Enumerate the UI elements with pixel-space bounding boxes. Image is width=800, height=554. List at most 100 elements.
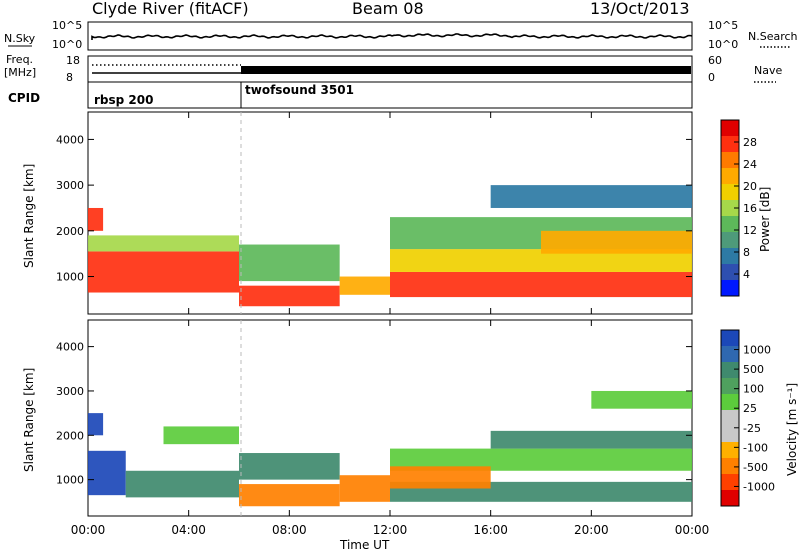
noise-right-tick-bottom: 10^0 (708, 38, 738, 51)
date-title: 13/Oct/2013 (590, 0, 690, 18)
velocity-colorbar-segment (721, 394, 739, 411)
velocity-ytick-label: 3000 (56, 385, 84, 398)
velocity-colorbar-tick-label: 25 (743, 402, 757, 415)
velocity-band (490, 430, 692, 449)
nsky-label: N.Sky (4, 32, 36, 45)
velocity-colorbar-tick-label: -500 (743, 461, 768, 474)
power-y-axis-label: Slant Range [km] (22, 164, 36, 268)
velocity-ytick-label: 4000 (56, 341, 84, 354)
cpid-label: CPID (8, 91, 40, 105)
velocity-colorbar-segment (721, 490, 739, 507)
velocity-ytick-label: 2000 (56, 429, 84, 442)
velocity-colorbar-segment (721, 378, 739, 395)
station-title: Clyde River (fitACF) (92, 0, 249, 18)
noise-left-tick-top: 10^5 (52, 19, 82, 32)
power-colorbar-segment (721, 152, 739, 169)
velocity-colorbar-segment (721, 330, 739, 347)
velocity-colorbar-tick-label: -100 (743, 441, 768, 454)
cpid-panel-frame (87, 81, 693, 109)
power-colorbar-segment (721, 264, 739, 281)
power-band (88, 235, 239, 252)
noise-sky-trace (91, 33, 693, 40)
velocity-band (390, 466, 491, 489)
power-colorbar-tick-label: 12 (743, 224, 757, 237)
nave-label: Nave (754, 64, 782, 77)
velocity-colorbar-tick-label: 1000 (743, 344, 771, 357)
power-colorbar-segment (721, 216, 739, 233)
cpid-segment-rbsp: rbsp 200 (94, 93, 153, 107)
velocity-band (88, 413, 104, 436)
velocity-colorbar-tick-label: -1000 (743, 480, 775, 493)
freq-left-tick-bottom: 8 (66, 71, 73, 84)
power-colorbar-segment (721, 184, 739, 201)
power-colorbar-segment (721, 136, 739, 153)
power-colorbar-segment (721, 232, 739, 249)
freq-trace-twofsound (241, 66, 691, 74)
power-band (88, 207, 104, 231)
power-heatmap (88, 185, 692, 307)
velocity-band (88, 450, 126, 496)
power-colorbar-tick-label: 28 (743, 136, 757, 149)
velocity-band (163, 426, 239, 445)
noise-left-tick-bottom: 10^0 (52, 38, 82, 51)
velocity-heatmap (88, 390, 692, 507)
velocity-colorbar-segment (721, 410, 739, 427)
power-colorbar-segment (721, 200, 739, 217)
freq-right-tick-bottom: 0 (708, 71, 715, 84)
velocity-band (591, 390, 692, 409)
beam-title: Beam 08 (352, 0, 424, 18)
power-band (339, 276, 390, 295)
freq-left-tick-top: 18 (66, 54, 80, 67)
time-x-axis: 00:00 04:00 08:00 12:00 16:00 20:00 00:00 (71, 112, 709, 537)
power-band (390, 271, 692, 298)
power-ytick-label: 3000 (56, 179, 84, 192)
velocity-colorbar-tick-label: -25 (743, 422, 761, 435)
noise-right-tick-top: 10^5 (708, 19, 738, 32)
power-band (490, 185, 692, 208)
x-axis-label: Time UT (339, 538, 390, 552)
x-tick-label: 20:00 (574, 523, 609, 537)
velocity-colorbar-segment (721, 458, 739, 475)
power-colorbar-tick-label: 4 (743, 268, 750, 281)
velocity-band (339, 475, 390, 502)
power-band (239, 285, 340, 307)
power-ytick-label: 4000 (56, 133, 84, 146)
power-colorbar-label: Power [dB] (758, 187, 772, 252)
velocity-colorbar-segment (721, 474, 739, 491)
power-colorbar-tick-label: 16 (743, 202, 757, 215)
x-tick-label: 16:00 (473, 523, 508, 537)
velocity-band (239, 484, 340, 507)
power-ytick-label: 1000 (56, 271, 84, 284)
cpid-segment-twofsound: twofsound 3501 (245, 83, 354, 97)
velocity-band (390, 448, 692, 471)
velocity-colorbar-tick-label: 500 (743, 363, 764, 376)
x-tick-label: 12:00 (373, 523, 408, 537)
velocity-ytick-label: 1000 (56, 474, 84, 487)
power-y-axis: 1000 2000 3000 4000 (56, 133, 692, 284)
power-colorbar-segment (721, 280, 739, 297)
power-colorbar-tick-label: 20 (743, 180, 757, 193)
velocity-band (125, 470, 239, 498)
x-tick-label: 04:00 (171, 523, 206, 537)
x-tick-label: 08:00 (272, 523, 307, 537)
velocity-colorbar-frame (720, 329, 740, 507)
velocity-colorbar-segment (721, 362, 739, 379)
velocity-colorbar-label: Velocity [m s⁻¹] (785, 383, 799, 476)
power-band (541, 230, 692, 254)
velocity-colorbar-segment (721, 442, 739, 459)
velocity-colorbar-tick-label: 100 (743, 383, 764, 396)
freq-right-tick-top: 60 (708, 54, 722, 67)
freq-label: Freq. (6, 53, 33, 66)
power-ytick-label: 2000 (56, 225, 84, 238)
power-band (390, 249, 692, 272)
power-band (239, 244, 340, 282)
freq-unit-label: [MHz] (4, 66, 36, 79)
power-colorbar: 28 24 20 16 12 8 4 (720, 119, 757, 297)
velocity-y-axis: 1000 2000 3000 4000 (56, 341, 692, 487)
velocity-colorbar: 1000 500 100 25 -25 -100 -500 -1000 (720, 329, 775, 507)
velocity-y-axis-label: Slant Range [km] (22, 368, 36, 472)
power-colorbar-tick-label: 24 (743, 158, 757, 171)
velocity-colorbar-segment (721, 346, 739, 363)
power-colorbar-tick-label: 8 (743, 246, 750, 259)
